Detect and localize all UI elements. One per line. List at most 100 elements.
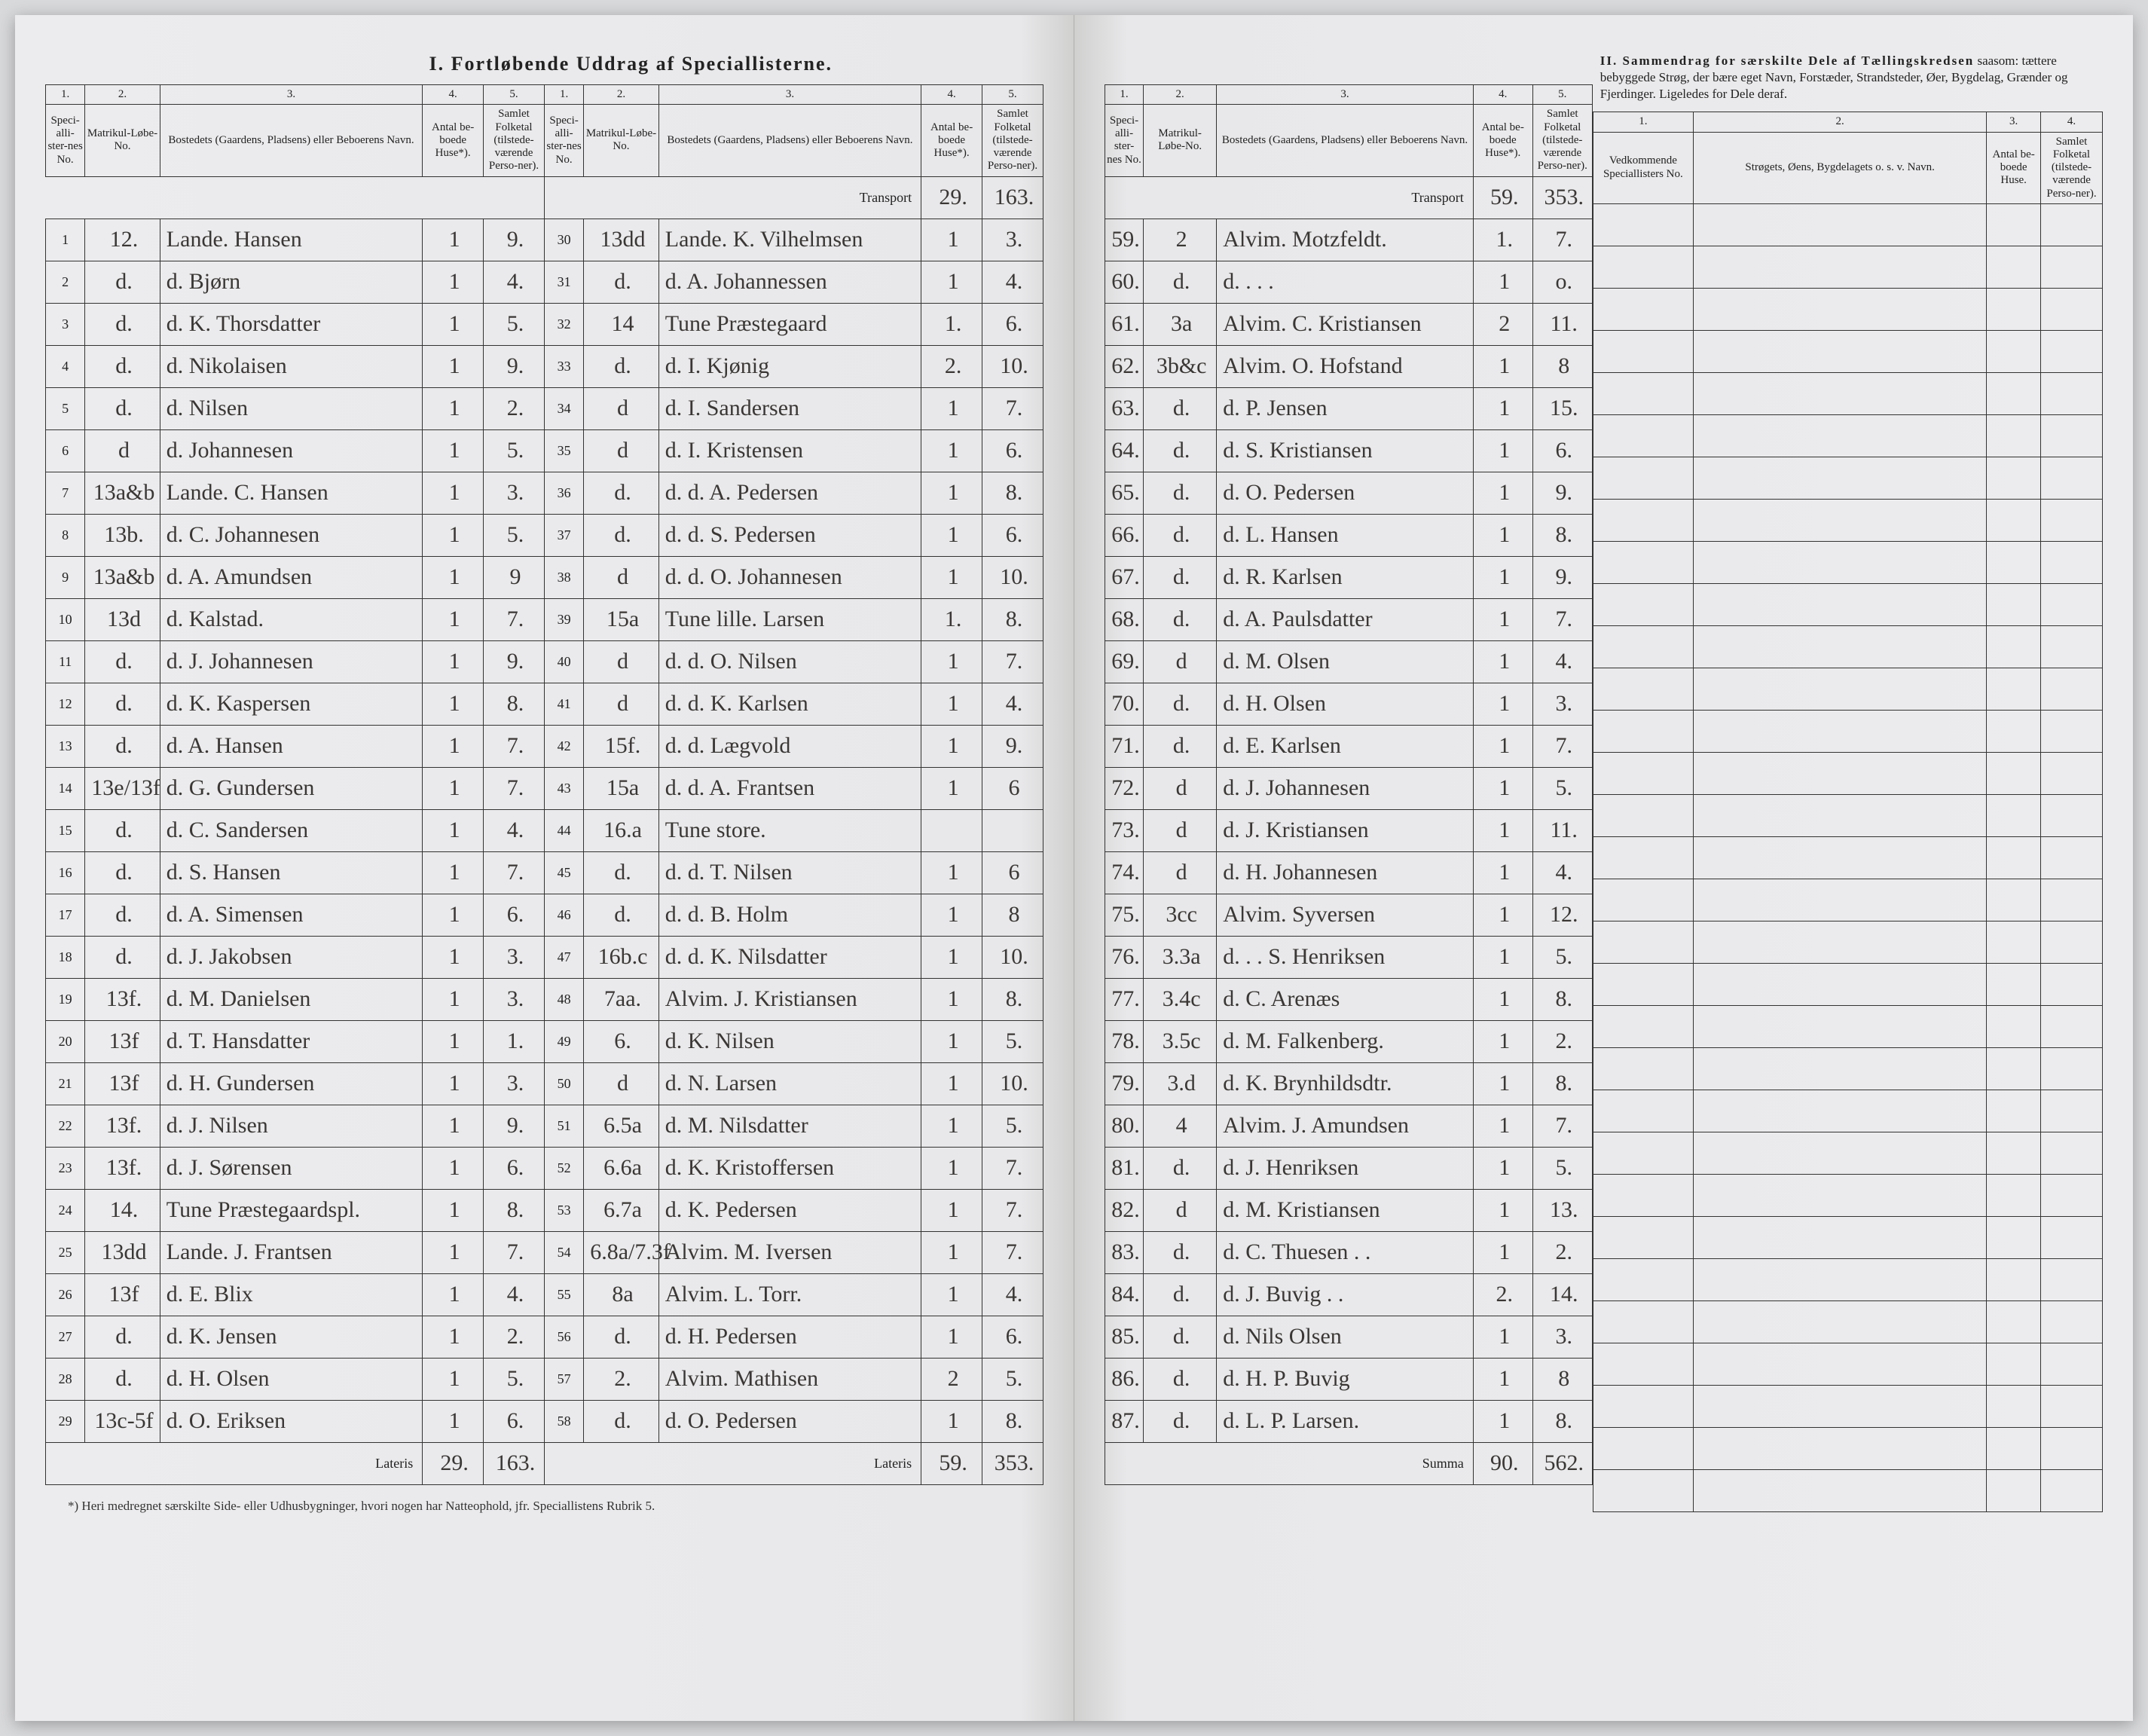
row-no: 37	[544, 514, 583, 556]
row-matrikul: 13c-5f	[85, 1400, 160, 1442]
row-name: d. Johannesen	[160, 429, 422, 472]
row-matrikul: d	[584, 387, 659, 429]
row-name: Alvim. L. Torr.	[658, 1273, 921, 1316]
row-name: d. d. O. Nilsen	[658, 640, 921, 683]
header-huse: Antal be-boede Huse*).	[1473, 105, 1532, 176]
row-huse: 1	[423, 1231, 484, 1273]
row-name: d. I. Kristensen	[658, 429, 921, 472]
row-name: d. T. Hansdatter	[160, 1020, 422, 1062]
row-huse: 1	[1473, 1358, 1532, 1400]
ledger-table-left: 1. 2. 3. 4. 5. 1. 2. 3. 4. 5. Speci-alli…	[45, 84, 1043, 1485]
row-matrikul: d.	[85, 809, 160, 851]
table-row	[1593, 668, 2102, 710]
row-huse: 1	[423, 1147, 484, 1189]
right-page: 1. 2. 3. 4. 5. Speci-alli-ster-nes No. M…	[1074, 15, 2133, 1721]
row-name: d. H. Pedersen	[658, 1316, 921, 1358]
table-row	[1593, 583, 2102, 625]
row-folk: 9.	[1532, 556, 1592, 598]
row-no: 2	[46, 261, 85, 303]
row-huse: 1	[921, 1147, 982, 1189]
row-folk: 4.	[1532, 640, 1592, 683]
row-folk: 7.	[1532, 725, 1592, 767]
row-folk: 13.	[1532, 1189, 1592, 1231]
row-folk: 8.	[1532, 1062, 1592, 1105]
row-name: d. d. A. Frantsen	[658, 767, 921, 809]
row-name: d. C. Johannesen	[160, 514, 422, 556]
col-num: 3.	[1987, 112, 2041, 132]
row-matrikul: d	[1144, 767, 1217, 809]
row-matrikul: 16b.c	[584, 936, 659, 978]
row-matrikul: d.	[1144, 1231, 1217, 1273]
row-huse: 1	[423, 978, 484, 1020]
header-folketal: Samlet Folketal (tilstede-værende Perso-…	[484, 105, 545, 176]
row-no: 44	[544, 809, 583, 851]
table-row: 813b.d. C. Johannesen15.37d.d. d. S. Ped…	[46, 514, 1043, 556]
row-folk: 15.	[1532, 387, 1592, 429]
row-huse: 1	[921, 894, 982, 936]
row-name: d. Nikolaisen	[160, 345, 422, 387]
row-name: d. H. P. Buvig	[1217, 1358, 1473, 1400]
row-name: d. d. B. Holm	[658, 894, 921, 936]
row-folk: 5.	[484, 514, 545, 556]
table-row: 1013dd. Kalstad.17.3915aTune lille. Lars…	[46, 598, 1043, 640]
row-matrikul: d	[1144, 640, 1217, 683]
table-row: 85.d.d. Nils Olsen13.	[1105, 1316, 1593, 1358]
row-no: 83.	[1105, 1231, 1144, 1273]
header-huse: Antal be-boede Huse*).	[423, 105, 484, 176]
row-no: 3	[46, 303, 85, 345]
table-row: 4d.d. Nikolaisen19.33d.d. I. Kjønig2.10.	[46, 345, 1043, 387]
header-matrikul: Matrikul-Løbe-No.	[85, 105, 160, 176]
row-no: 11	[46, 640, 85, 683]
row-huse: 1	[423, 345, 484, 387]
row-matrikul: 6.7a	[584, 1189, 659, 1231]
header-matrikul: Matrikul-Løbe-No.	[584, 105, 659, 176]
row-huse: 2.	[921, 345, 982, 387]
row-huse: 1	[921, 1316, 982, 1358]
row-folk: 12.	[1532, 894, 1592, 936]
row-folk: 7.	[982, 1231, 1043, 1273]
table-row: 3d.d. K. Thorsdatter15.3214Tune Præstega…	[46, 303, 1043, 345]
table-row: 81.d.d. J. Henriksen15.	[1105, 1147, 1593, 1189]
row-folk: 5.	[484, 429, 545, 472]
table-row: 2d.d. Bjørn14.31d.d. A. Johannessen14.	[46, 261, 1043, 303]
row-huse: 1	[423, 767, 484, 809]
row-name: d. J. Kristiansen	[1217, 809, 1473, 851]
row-folk: 9.	[484, 345, 545, 387]
table-row: 80.4Alvim. J. Amundsen17.	[1105, 1105, 1593, 1147]
row-huse: 1	[1473, 936, 1532, 978]
row-matrikul: d.	[85, 725, 160, 767]
table-row: 64.d.d. S. Kristiansen16.	[1105, 429, 1593, 472]
row-folk: 3.	[484, 978, 545, 1020]
table-row	[1593, 203, 2102, 246]
row-matrikul: d	[1144, 809, 1217, 851]
row-huse: 1	[423, 514, 484, 556]
row-no: 55	[544, 1273, 583, 1316]
row-matrikul: 13d	[85, 598, 160, 640]
col-num: 5.	[982, 85, 1043, 105]
lateris-folk: 163.	[484, 1442, 545, 1484]
row-matrikul: d.	[584, 1316, 659, 1358]
col-num: 3.	[160, 85, 422, 105]
row-name: d. I. Kjønig	[658, 345, 921, 387]
row-name: Lande. K. Vilhelmsen	[658, 219, 921, 261]
row-folk: 4.	[982, 1273, 1043, 1316]
row-matrikul: d.	[1144, 598, 1217, 640]
row-no: 14	[46, 767, 85, 809]
row-name: d. M. Falkenberg.	[1217, 1020, 1473, 1062]
table-row	[1593, 794, 2102, 836]
row-matrikul: d.	[85, 936, 160, 978]
table-row	[1593, 499, 2102, 541]
row-no: 62.	[1105, 345, 1144, 387]
row-folk: 7.	[1532, 219, 1592, 261]
col-num: 1.	[1593, 112, 1693, 132]
table-row: 27d.d. K. Jensen12.56d.d. H. Pedersen16.	[46, 1316, 1043, 1358]
section-2-table: 1. 2. 3. 4. Vedkommende Speciallisters N…	[1593, 112, 2103, 1512]
row-name: d. K. Kristoffersen	[658, 1147, 921, 1189]
row-folk: 9.	[484, 640, 545, 683]
row-name: d. d. S. Pedersen	[658, 514, 921, 556]
row-no: 46	[544, 894, 583, 936]
col-num: 4.	[423, 85, 484, 105]
row-folk: 10.	[982, 345, 1043, 387]
col-num: 2.	[85, 85, 160, 105]
table-row	[1593, 1174, 2102, 1216]
